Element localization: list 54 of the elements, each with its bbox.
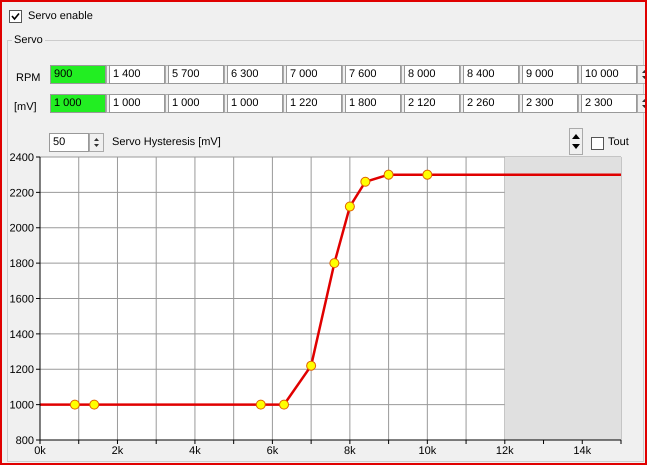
text: 2 300 [581, 94, 637, 113]
point [306, 360, 316, 371]
point [70, 400, 80, 410]
text: 2 260 [463, 94, 519, 113]
text: Servo Hysteresis [mV] [112, 136, 221, 148]
y-tick-label: 1000 [10, 400, 34, 412]
text: 1 800 [345, 94, 401, 113]
x-tick-label: 4k [189, 444, 202, 457]
y-tick-label: 1600 [10, 293, 34, 306]
text: 10 000 [581, 65, 637, 84]
text: 8 400 [463, 65, 519, 84]
point [329, 258, 340, 268]
text: 8 000 [404, 65, 460, 84]
text: [mV] [14, 101, 37, 113]
text: 50 [49, 133, 89, 152]
point [89, 400, 100, 410]
text: RPM [16, 72, 40, 84]
text: 1 220 [286, 94, 342, 113]
point [344, 202, 355, 212]
text: 2 300 [522, 94, 578, 113]
text: 5 700 [168, 65, 224, 84]
point [256, 400, 266, 410]
text: 9 000 [522, 65, 578, 84]
x-tick-label: 12k [496, 444, 514, 457]
text: 900 [50, 65, 106, 84]
point [279, 400, 290, 410]
text: 7 600 [345, 65, 401, 84]
text: 1 400 [109, 65, 165, 84]
text: Servo [12, 34, 45, 46]
text: 1 000 [227, 94, 283, 113]
text: Servo enable [28, 10, 93, 22]
x-tick-label: 6k [266, 444, 279, 457]
x-tick-label: 8k [344, 444, 356, 457]
y-tick-label: 2000 [10, 222, 34, 235]
text: 1 000 [109, 94, 165, 113]
point [384, 170, 394, 180]
x-tick-label: 10k [418, 444, 437, 457]
text: 1 000 [50, 94, 106, 113]
point [360, 176, 370, 187]
text: 6 300 [227, 65, 283, 84]
x-tick-label: 14k [573, 444, 592, 457]
y-tick-label: 1800 [10, 258, 34, 270]
point [422, 170, 432, 180]
y-tick-label: 2400 [10, 152, 34, 164]
x-tick-label: 0k [34, 444, 46, 457]
text: 1 000 [168, 94, 224, 113]
text: Tout [608, 136, 629, 148]
y-tick-label: 800 [16, 434, 34, 447]
text: 7 000 [286, 65, 342, 84]
x-tick-label: 2k [112, 444, 124, 457]
y-tick-label: 1400 [10, 328, 34, 341]
text: 2 120 [404, 94, 460, 113]
y-tick-label: 1200 [10, 364, 34, 376]
y-tick-label: 2200 [10, 187, 34, 200]
